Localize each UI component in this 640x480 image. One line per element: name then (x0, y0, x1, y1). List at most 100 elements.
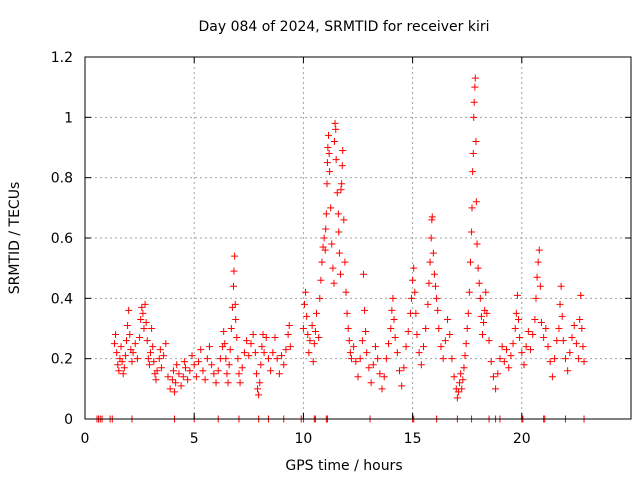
data-point (532, 294, 540, 302)
data-point (425, 279, 433, 287)
data-point (148, 325, 156, 332)
data-point (231, 252, 239, 260)
data-point (393, 349, 401, 357)
data-point (282, 346, 290, 354)
data-point (173, 361, 181, 369)
data-point (476, 294, 484, 302)
data-point (427, 234, 435, 242)
data-point (553, 337, 561, 345)
data-point (143, 337, 151, 345)
data-point (120, 364, 128, 372)
data-point (318, 258, 326, 266)
data-point (503, 346, 511, 354)
data-point (400, 364, 408, 372)
data-point (367, 379, 375, 387)
data-point (354, 373, 362, 381)
data-point (346, 349, 354, 357)
data-point (473, 240, 481, 248)
data-point (264, 355, 272, 363)
data-point (133, 355, 141, 363)
data-point (374, 355, 382, 363)
data-point (465, 288, 473, 296)
data-point (546, 358, 554, 366)
data-point (212, 379, 220, 387)
data-point (150, 358, 158, 366)
data-point (398, 382, 406, 390)
data-point (220, 328, 228, 336)
data-point (330, 137, 338, 145)
y-axis-label: SRMTID / TECUs (7, 182, 23, 295)
data-point (129, 349, 137, 357)
data-point (286, 343, 294, 351)
data-point (121, 352, 129, 360)
data-point (352, 358, 360, 366)
data-point (433, 294, 441, 302)
data-point (469, 150, 477, 158)
data-point (516, 334, 524, 342)
data-point (203, 355, 211, 363)
data-point (342, 288, 350, 296)
data-point (422, 325, 430, 332)
data-point (344, 325, 352, 332)
data-point (468, 228, 476, 236)
data-point (498, 343, 506, 351)
data-point (564, 367, 572, 375)
chart-title: Day 084 of 2024, SRMTID for receiver kir… (198, 19, 489, 35)
data-point (513, 291, 521, 299)
data-point (192, 373, 200, 381)
data-point (275, 370, 283, 378)
data-point (227, 325, 235, 332)
data-point (424, 300, 432, 308)
data-point (186, 367, 194, 375)
data-point (323, 159, 331, 167)
data-point (356, 355, 364, 363)
data-point (332, 125, 340, 133)
data-point (338, 180, 346, 188)
data-point (512, 309, 520, 317)
data-point (411, 288, 419, 296)
data-point (321, 246, 329, 254)
data-point (450, 373, 458, 381)
data-point (114, 361, 122, 369)
data-point (337, 270, 345, 278)
data-point (210, 370, 218, 378)
data-point (439, 355, 447, 363)
data-point (446, 331, 454, 339)
data-point (338, 162, 346, 170)
data-point (462, 340, 470, 348)
data-point (578, 325, 586, 332)
data-point (492, 385, 500, 393)
data-point (527, 346, 535, 354)
data-point (453, 394, 461, 402)
data-point (331, 119, 339, 127)
data-point (208, 361, 216, 369)
data-point (408, 294, 416, 302)
data-point (444, 315, 452, 323)
data-point (322, 225, 330, 233)
y-tick-label: 0 (64, 412, 73, 428)
data-point (535, 246, 543, 254)
data-point (522, 343, 530, 351)
data-point (391, 334, 399, 342)
data-point (329, 264, 337, 272)
data-point (181, 364, 189, 372)
data-point (233, 334, 241, 342)
data-point (251, 349, 259, 357)
data-point (131, 340, 139, 348)
data-point (542, 325, 550, 332)
data-point (257, 361, 265, 369)
data-point (557, 282, 565, 290)
data-point (505, 364, 513, 372)
data-point (428, 213, 436, 221)
data-point (311, 328, 319, 336)
data-point (119, 370, 127, 378)
data-point (471, 74, 479, 82)
data-point (474, 264, 482, 272)
data-point (255, 391, 263, 399)
data-point (299, 325, 307, 332)
data-point (509, 340, 517, 348)
data-point (437, 343, 445, 351)
data-point (324, 144, 332, 151)
data-point (466, 258, 474, 266)
data-point (155, 355, 163, 363)
